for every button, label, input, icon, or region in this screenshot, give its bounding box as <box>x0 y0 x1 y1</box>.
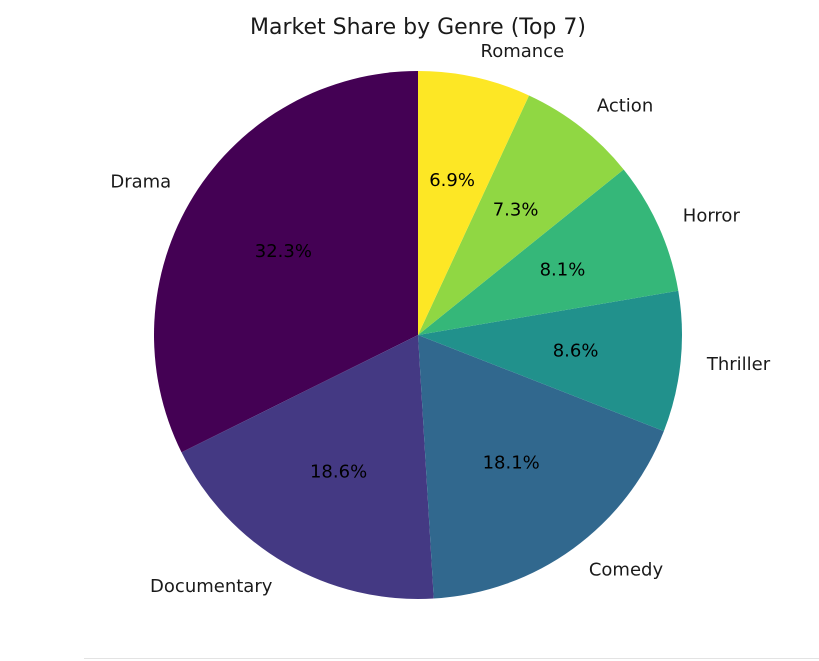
percent-labels: 32.3% 18.6% 18.1% 8.6% 8.1% 7.3% 6.9% <box>255 170 599 483</box>
percent-label-horror: 8.1% <box>540 259 586 280</box>
pie-slice-romance <box>418 71 530 335</box>
pie-slice-comedy <box>418 335 664 599</box>
percent-label-thriller: 8.6% <box>553 341 599 362</box>
percent-label-romance: 6.9% <box>429 170 475 191</box>
chart-title: Market Share by Genre (Top 7) <box>250 15 586 40</box>
category-label-romance: Romance <box>481 41 565 62</box>
category-labels: Drama Documentary Comedy Thriller Horror Acti… <box>110 41 770 597</box>
pie-slice-action <box>418 95 624 335</box>
category-label-comedy: Comedy <box>589 559 664 580</box>
percent-label-drama: 32.3% <box>255 241 312 262</box>
pie-slice-horror <box>418 169 679 335</box>
category-label-drama: Drama <box>110 171 171 192</box>
category-label-action: Action <box>597 96 653 117</box>
pie-slices <box>153 71 683 599</box>
category-label-horror: Horror <box>683 205 741 226</box>
category-label-documentary: Documentary <box>150 576 273 597</box>
bottom-divider <box>84 658 819 659</box>
percent-label-documentary: 18.6% <box>310 462 367 483</box>
percent-label-comedy: 18.1% <box>483 453 540 474</box>
pie-slice-thriller <box>418 290 683 432</box>
pie-slice-drama <box>153 71 418 453</box>
pie-slice-documentary <box>181 335 434 599</box>
category-label-thriller: Thriller <box>706 354 771 375</box>
percent-label-action: 7.3% <box>493 200 539 221</box>
